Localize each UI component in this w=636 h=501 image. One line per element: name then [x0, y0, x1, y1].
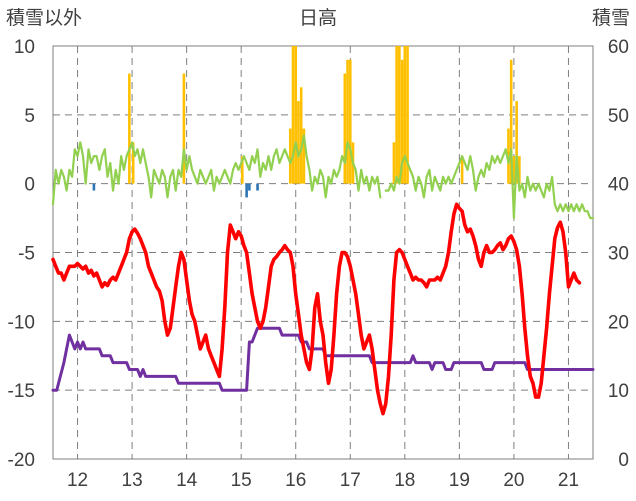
precip-bar: [302, 128, 306, 184]
x-tick-label: 14: [176, 470, 198, 491]
precip-bar: [291, 46, 295, 184]
right-tick-label: 0: [618, 450, 629, 471]
left-tick-label: -20: [8, 450, 35, 471]
negative-bar: [92, 183, 96, 191]
precip-bar: [240, 156, 244, 184]
x-tick-label: 15: [231, 470, 252, 491]
precip-bar: [403, 46, 407, 184]
precip-bar: [400, 59, 404, 184]
right-tick-label: 40: [608, 175, 629, 196]
right-tick-label: 10: [608, 381, 629, 402]
left-tick-label: 0: [24, 175, 35, 196]
bars: [92, 46, 521, 198]
precip-bar: [515, 101, 518, 184]
precip-bar: [395, 46, 398, 184]
right-tick-label: 20: [608, 312, 629, 333]
grid: [52, 45, 594, 460]
negative-bar: [248, 183, 251, 191]
precip-bar: [406, 46, 409, 184]
green-series-line: [51, 134, 595, 220]
precip-bar: [288, 128, 292, 184]
precip-bar: [507, 128, 510, 184]
precip-bar: [348, 59, 352, 184]
precip-bar: [518, 156, 521, 184]
precip-bar: [131, 142, 135, 184]
series-lines: [51, 134, 595, 416]
right-tick-label: 50: [608, 106, 629, 127]
x-tick-label: 21: [558, 470, 579, 491]
left-tick-label: -5: [18, 244, 35, 265]
right-tick-label: 60: [608, 37, 629, 58]
precip-bar: [392, 142, 396, 184]
precip-bar: [128, 73, 131, 184]
precip-bar: [343, 73, 347, 184]
negative-bar: [245, 183, 248, 198]
precip-bar: [512, 156, 516, 184]
left-tick-label: 10: [14, 37, 35, 58]
purple-series-line: [51, 326, 595, 392]
precip-bar: [299, 87, 303, 184]
precip-bar: [346, 59, 349, 184]
chart-title: 日高: [299, 7, 337, 29]
x-tick-label: 18: [394, 470, 415, 491]
left-tick-label: -10: [8, 312, 35, 333]
x-tick-label: 20: [503, 470, 524, 491]
precip-bar: [294, 46, 298, 184]
left-tick-label: -15: [8, 381, 35, 402]
x-tick-label: 17: [340, 470, 361, 491]
negative-bar: [256, 183, 259, 191]
red-series-line: [51, 202, 582, 416]
right-axis-title: 積雪: [592, 7, 630, 29]
precip-bar: [182, 73, 186, 184]
left-tick-label: 5: [24, 106, 35, 127]
x-tick-label: 19: [449, 470, 470, 491]
precip-bar: [297, 101, 300, 184]
x-tick-label: 13: [122, 470, 143, 491]
right-tick-label: 30: [608, 244, 629, 265]
x-tick-label: 12: [67, 470, 88, 491]
precip-bar: [509, 59, 513, 184]
precip-bar: [460, 156, 464, 184]
precip-bar: [398, 46, 401, 184]
left-axis-title: 積雪以外: [6, 7, 82, 29]
x-tick-label: 16: [285, 470, 306, 491]
